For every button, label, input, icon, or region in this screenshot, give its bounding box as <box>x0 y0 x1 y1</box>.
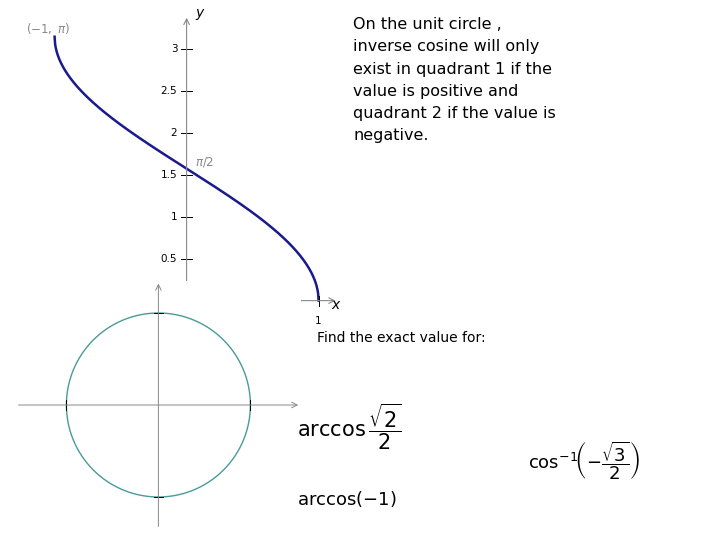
Text: 0.5: 0.5 <box>161 254 177 264</box>
Text: $\mathrm{arccos}\,\dfrac{\sqrt{2}}{2}$: $\mathrm{arccos}\,\dfrac{\sqrt{2}}{2}$ <box>297 401 401 452</box>
Text: 3: 3 <box>171 44 177 53</box>
Text: $\mathrm{cos}^{-1}\!\left(-\dfrac{\sqrt{3}}{2}\right)$: $\mathrm{cos}^{-1}\!\left(-\dfrac{\sqrt{… <box>528 439 641 482</box>
Text: $\mathrm{arccos}(-1)$: $\mathrm{arccos}(-1)$ <box>297 489 396 509</box>
Text: 1: 1 <box>315 316 322 326</box>
Text: On the unit circle ,
inverse cosine will only
exist in quadrant 1 if the
value i: On the unit circle , inverse cosine will… <box>353 17 556 143</box>
Text: y: y <box>196 6 204 19</box>
Text: 0.5: 0.5 <box>244 316 261 326</box>
Text: x: x <box>332 298 340 312</box>
Text: 2.5: 2.5 <box>161 86 177 96</box>
Text: $(-1,\ \pi)$: $(-1,\ \pi)$ <box>26 22 70 37</box>
Text: 0: 0 <box>184 316 190 326</box>
Text: 1.5: 1.5 <box>161 170 177 180</box>
Text: -0.5: -0.5 <box>110 316 131 326</box>
Text: -1: -1 <box>50 316 60 326</box>
Text: Find the exact value for:: Find the exact value for: <box>317 332 485 346</box>
Text: 1: 1 <box>171 212 177 221</box>
Text: 2: 2 <box>171 127 177 138</box>
Text: $\pi/2$: $\pi/2$ <box>194 155 214 169</box>
